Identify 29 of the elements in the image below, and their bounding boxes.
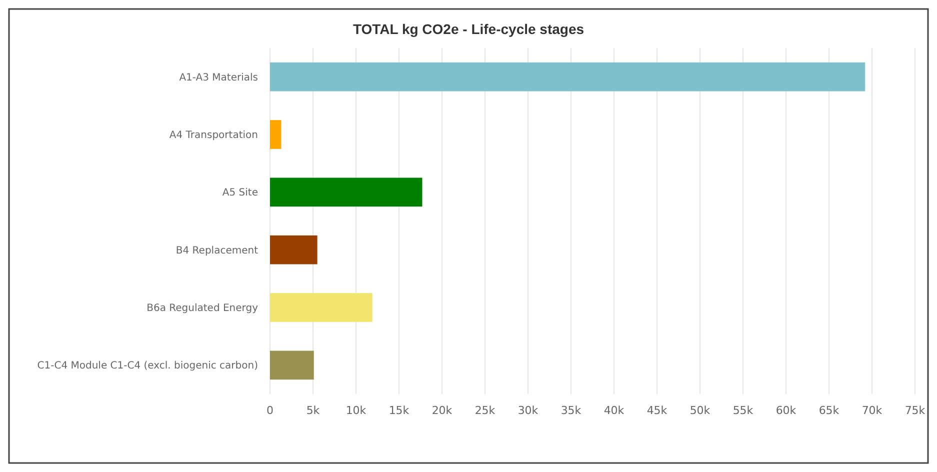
y-tick-label: B6a Regulated Energy — [146, 303, 258, 314]
x-tick-label: 45k — [646, 404, 668, 417]
y-tick-label: A1-A3 Materials — [179, 72, 258, 84]
bar — [270, 120, 282, 149]
x-tick-label: 15k — [388, 404, 410, 417]
x-tick-label: 25k — [474, 404, 496, 417]
x-tick-label: 55k — [732, 404, 754, 417]
x-tick-label: 65k — [818, 404, 840, 417]
bar — [270, 178, 422, 207]
x-tick-label: 75k — [904, 404, 926, 417]
x-tick-label: 5k — [306, 404, 320, 417]
x-tick-label: 20k — [432, 404, 453, 417]
bar — [270, 235, 318, 264]
x-tick-label: 30k — [518, 404, 539, 417]
bar — [270, 350, 314, 380]
x-tick-label: 10k — [346, 404, 367, 417]
x-tick-label: 40k — [604, 404, 625, 417]
x-tick-label: 50k — [690, 404, 711, 417]
y-tick-label: C1-C4 Module C1-C4 (excl. biogenic carbon) — [37, 360, 258, 372]
bar — [270, 62, 866, 92]
y-tick-label: A4 Transportation — [169, 130, 258, 141]
chart-title: TOTAL kg CO2e - Life-cycle stages — [352, 21, 584, 37]
x-tick-label: 60k — [776, 404, 797, 417]
x-tick-label: 0 — [266, 404, 274, 417]
y-tick-label: B4 Replacement — [176, 245, 258, 256]
x-tick-label: 35k — [560, 404, 582, 417]
x-tick-label: 70k — [862, 404, 883, 417]
bar — [270, 293, 372, 322]
y-tick-label: A5 Site — [222, 188, 258, 199]
